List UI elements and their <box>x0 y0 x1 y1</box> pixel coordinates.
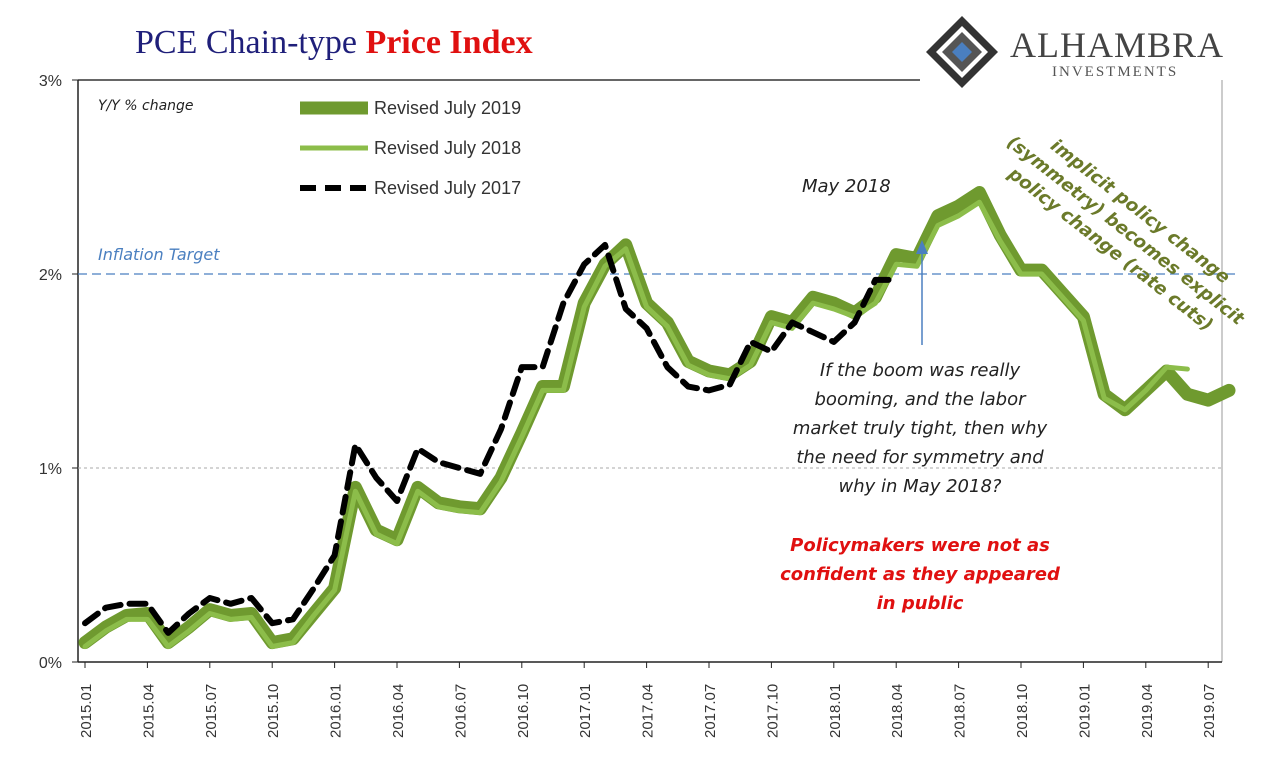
series-line-revised-july-2017 <box>82 241 900 636</box>
title-part2: Price Index <box>365 24 533 61</box>
question-line: If the boom was really <box>819 360 1021 381</box>
arrow-head-icon <box>916 240 928 254</box>
logo-name: ALHAMBRA <box>1010 25 1225 65</box>
x-tick-label: 2016.01 <box>328 684 345 738</box>
y-tick-label: 2% <box>39 267 62 284</box>
y-tick-label: 3% <box>39 73 62 90</box>
x-tick-label: 2018.01 <box>827 684 844 738</box>
series-line-revised-july-2019 <box>78 186 1236 650</box>
logo-sub: INVESTMENTS <box>1052 64 1179 80</box>
x-tick-label: 2018.04 <box>889 684 906 738</box>
y-tick-label: 1% <box>39 461 62 478</box>
y-tick-label: 0% <box>39 655 62 672</box>
may-2018-label: May 2018 <box>802 176 891 197</box>
chart-title: PCE Chain-type Price Index <box>135 24 533 62</box>
x-tick-label: 2017.07 <box>702 684 719 738</box>
y-axis-label: Y/Y % change <box>98 98 194 114</box>
policymakers-line: Policymakers were not as <box>790 535 1050 556</box>
question-line: booming, and the labor <box>814 389 1026 410</box>
x-tick-label: 2019.04 <box>1139 684 1156 738</box>
x-tick-label: 2019.07 <box>1201 684 1218 738</box>
x-tick-label: 2015.04 <box>140 684 157 738</box>
x-tick-label: 2015.10 <box>265 684 282 738</box>
x-tick-label: 2017.01 <box>577 684 594 738</box>
x-tick-label: 2019.01 <box>1076 684 1093 738</box>
policymakers-line: confident as they appeared <box>780 564 1060 585</box>
x-tick-label: 2018.10 <box>1014 684 1031 738</box>
alhambra-logo: ALHAMBRA INVESTMENTS <box>922 12 1252 92</box>
legend-label: Revised July 2018 <box>374 138 521 158</box>
legend-label: Revised July 2017 <box>374 178 521 198</box>
x-tick-label: 2017.04 <box>640 684 657 738</box>
question-line: market truly tight, then why <box>792 418 1048 439</box>
question-annotation: If the boom was really booming, and the … <box>760 356 1080 501</box>
x-tick-label: 2015.07 <box>203 684 220 738</box>
title-part1: PCE Chain-type <box>135 24 357 61</box>
x-tick-label: 2015.01 <box>78 684 95 738</box>
policymakers-line: in public <box>876 593 964 614</box>
series-line-revised-july-2018 <box>82 199 1190 649</box>
x-tick-label: 2016.04 <box>390 684 407 738</box>
x-tick-label: 2017.10 <box>764 684 781 738</box>
question-line: the need for symmetry and <box>796 447 1044 468</box>
question-line: why in May 2018? <box>838 476 1002 497</box>
x-tick-label: 2018.07 <box>952 684 969 738</box>
x-tick-label: 2016.07 <box>452 684 469 738</box>
diamond-logo-icon <box>926 16 998 88</box>
x-tick-label: 2016.10 <box>515 684 532 738</box>
inflation-target-label: Inflation Target <box>98 245 220 264</box>
legend-label: Revised July 2019 <box>374 98 521 118</box>
policymakers-annotation: Policymakers were not as confident as th… <box>760 531 1080 618</box>
